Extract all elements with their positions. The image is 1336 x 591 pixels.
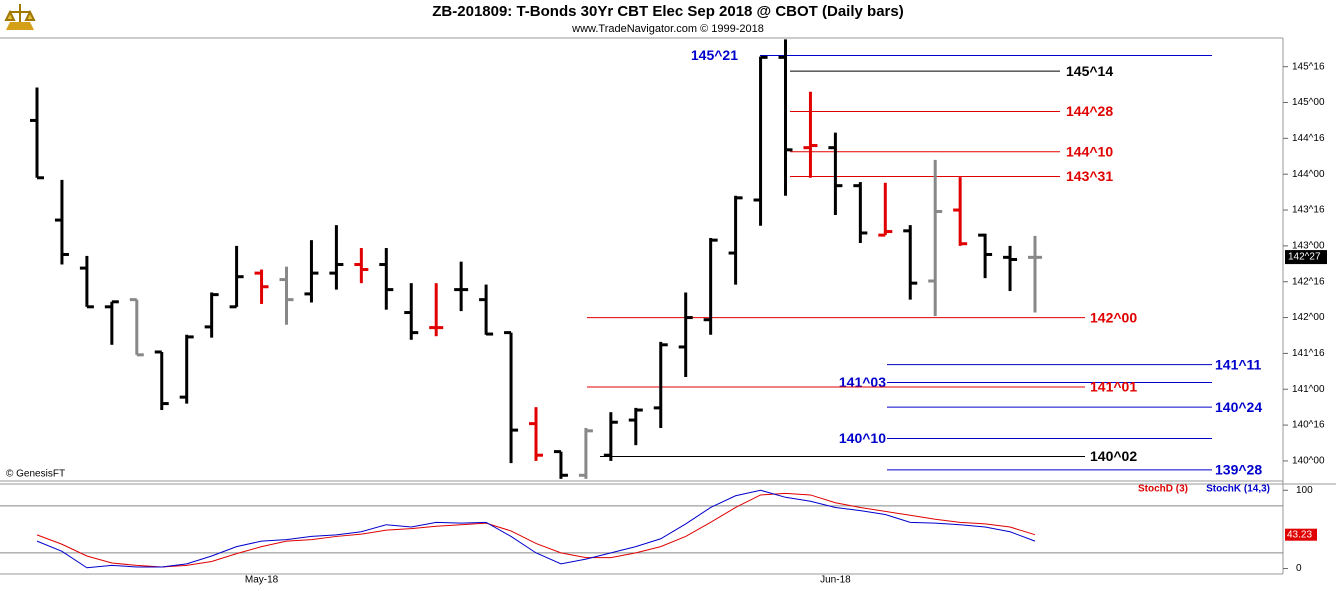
legend-entry: StochD (3) [1138, 484, 1188, 495]
last-price-box [1285, 250, 1327, 265]
level-label: 145^21 [691, 47, 738, 63]
stoch-line [36, 489, 1036, 569]
y-tick-label: 140^00 [1292, 456, 1325, 467]
chart-subtitle: www.TradeNavigator.com © 1999-2018 [571, 23, 764, 35]
y-tick-label: 145^16 [1292, 61, 1325, 72]
last-value-box [1285, 528, 1317, 541]
level-label: 141^11 [1215, 356, 1262, 372]
level-label: 144^10 [1066, 143, 1113, 159]
level-label: 140^10 [839, 430, 886, 446]
footer: © GenesisFT [6, 469, 65, 480]
y-tick-label: 100 [1296, 485, 1313, 496]
y-tick-label: 141^00 [1292, 384, 1325, 395]
y-tick-label: 0 [1296, 563, 1302, 574]
y-tick-label: 143^16 [1292, 205, 1325, 216]
level-label: 139^28 [1215, 462, 1262, 478]
y-tick-label: 142^16 [1292, 276, 1325, 287]
level-label: 140^02 [1090, 448, 1137, 464]
y-tick-label: 145^00 [1292, 97, 1325, 108]
level-label: 144^28 [1066, 103, 1113, 119]
x-tick-label: May-18 [245, 575, 279, 586]
level-label: 143^31 [1066, 168, 1113, 184]
y-tick-label: 141^16 [1292, 348, 1325, 359]
legend-entry: StochK (14,3) [1206, 484, 1270, 495]
last-price-label: 142^27 [1288, 252, 1321, 263]
level-label: 145^14 [1066, 63, 1113, 79]
y-tick-label: 140^16 [1292, 420, 1325, 431]
level-label: 141^01 [1090, 379, 1137, 395]
chart-title: ZB-201809: T-Bonds 30Yr CBT Elec Sep 201… [432, 3, 903, 20]
y-tick-label: 144^00 [1292, 169, 1325, 180]
level-label: 140^24 [1215, 399, 1262, 415]
last-value-label: 43.23 [1287, 529, 1312, 540]
y-tick-label: 143^00 [1292, 241, 1325, 252]
logo [4, 4, 36, 30]
y-tick-label: 144^16 [1292, 133, 1325, 144]
stoch-line [36, 492, 1036, 568]
x-tick-label: Jun-18 [820, 575, 851, 586]
y-tick-label: 142^00 [1292, 312, 1325, 323]
level-label: 141^03 [839, 374, 886, 390]
level-label: 142^00 [1090, 309, 1137, 325]
